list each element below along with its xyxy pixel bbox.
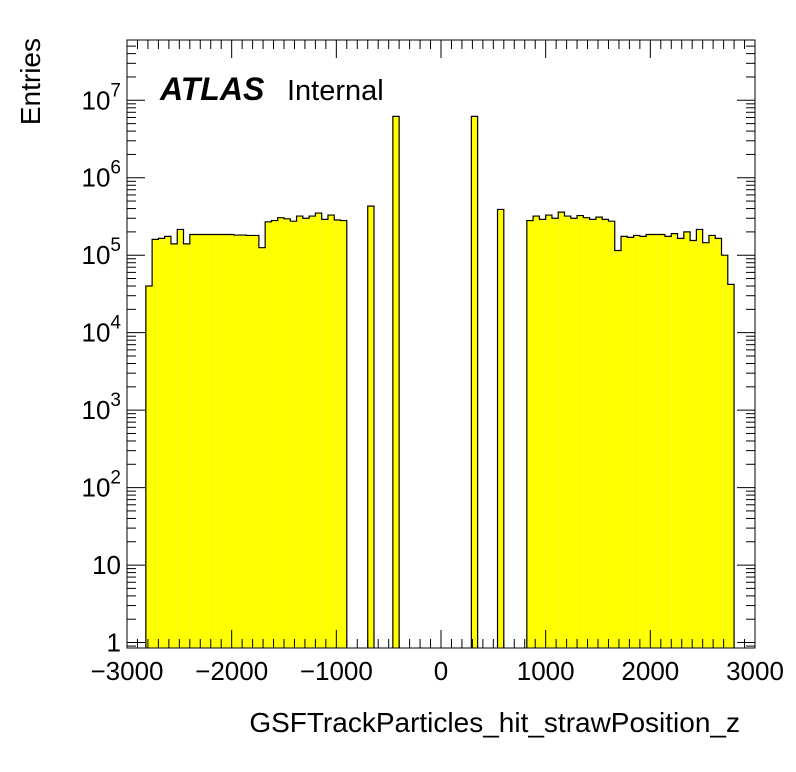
y-tick-label: 1	[107, 628, 121, 658]
histogram-bar-14	[233, 235, 241, 649]
plot-frame	[126, 39, 756, 649]
x-tick-label: 2000	[621, 656, 679, 686]
histogram-bar-18	[258, 247, 266, 648]
x-tick-label: −1000	[300, 656, 373, 686]
histogram-bar-55	[646, 234, 653, 648]
histogram-bar-40	[551, 218, 559, 648]
histogram-bar-38	[539, 219, 546, 648]
histogram-bar-6	[183, 243, 190, 649]
histogram-bar-12	[221, 234, 228, 648]
histogram-bar-68	[727, 284, 735, 648]
histogram-bar-54	[639, 236, 647, 648]
histogram-bar-7	[189, 234, 197, 648]
histogram-bar-1	[152, 239, 159, 648]
histogram-bar-52	[627, 237, 634, 648]
histogram-bar-61	[683, 231, 691, 648]
histogram-bar-5	[177, 229, 184, 649]
internal-label: Internal	[287, 75, 384, 107]
histogram-bar-25	[302, 218, 310, 648]
x-tick-label: 3000	[726, 656, 784, 686]
histogram-bar-16	[246, 235, 253, 648]
histogram-bar-21	[277, 217, 284, 648]
histogram-bar-49	[608, 221, 615, 648]
histogram-bar-10	[208, 234, 215, 648]
histogram-bar-57	[658, 234, 665, 648]
histogram-bar-64	[702, 242, 709, 648]
histogram-bar-50	[614, 250, 622, 648]
histogram-bar-62	[690, 240, 697, 648]
histogram-bar-44	[577, 215, 584, 648]
y-tick-label: 102	[82, 468, 122, 503]
histogram-bar-59	[671, 233, 678, 649]
histogram-bar-67	[721, 255, 728, 649]
histogram-bar-27	[315, 213, 322, 648]
histogram-bar-0	[145, 286, 153, 648]
histogram-bar-36	[526, 220, 534, 649]
histogram-outline	[145, 115, 735, 648]
histogram-bar-43	[570, 218, 578, 648]
histogram-bar-19	[265, 221, 272, 648]
histogram-bar-20	[271, 220, 278, 649]
y-tick-label: 107	[82, 80, 122, 115]
x-tick-label: 1000	[517, 656, 575, 686]
histogram-bar-13	[227, 234, 234, 648]
x-tick-label: −2000	[195, 656, 268, 686]
histogram-bar-31	[340, 220, 347, 649]
histogram-bar-46	[589, 219, 596, 648]
histogram-bar-47	[595, 217, 603, 648]
x-tick-label: −3000	[90, 656, 163, 686]
x-tick-label: 0	[434, 656, 448, 686]
histogram-bar-51	[621, 236, 628, 648]
histogram-bar-17	[252, 235, 259, 648]
histogram-bar-35	[497, 209, 504, 648]
histogram-bar-42	[564, 216, 571, 648]
y-tick-labels: 1 10 102 103 104 105 106 107	[82, 80, 122, 657]
histogram-bar-29	[327, 215, 335, 648]
histogram-bar-8	[196, 234, 203, 648]
histogram-bar-9	[202, 234, 209, 648]
y-tick-label: 105	[82, 235, 122, 270]
y-tick-label: 10	[92, 550, 121, 580]
histogram-bar-23	[290, 221, 297, 648]
atlas-label: ATLAS	[159, 71, 265, 107]
x-tick-labels: −3000 −2000 −1000 0 1000 2000 3000	[90, 656, 783, 686]
histogram-bar-60	[677, 238, 684, 648]
histogram-bar-34	[471, 116, 478, 648]
histogram-bar-15	[240, 235, 247, 649]
histogram-bar-30	[334, 219, 341, 649]
histogram-bar-48	[602, 219, 609, 648]
histogram-bar-65	[708, 235, 716, 648]
histogram-bar-45	[583, 217, 590, 648]
histogram-bar-22	[284, 218, 291, 648]
histogram-bar-3	[164, 236, 171, 648]
histogram-bar-39	[545, 215, 552, 648]
histogram-bar-58	[664, 236, 672, 648]
y-axis-title: Entries	[15, 38, 46, 125]
y-tick-label: 103	[82, 390, 122, 425]
histogram-bar-28	[321, 219, 328, 648]
y-tick-label: 104	[82, 313, 122, 348]
histogram-bar-4	[170, 243, 178, 649]
histogram-bar-63	[696, 229, 703, 649]
histogram-bar-2	[158, 238, 165, 648]
histogram-bar-33	[392, 116, 400, 648]
histogram-bar-24	[296, 216, 303, 648]
histogram-bars	[145, 115, 735, 649]
x-axis-title: GSFTrackParticles_hit_strawPosition_z	[249, 707, 740, 738]
y-tick-label: 106	[82, 158, 122, 193]
histogram-bar-66	[715, 238, 722, 648]
histogram-bar-11	[214, 234, 222, 648]
histogram-bar-32	[367, 206, 375, 648]
histogram-bar-37	[533, 216, 540, 648]
histogram-bar-53	[633, 235, 640, 648]
histogram-bar-26	[309, 216, 316, 648]
histogram-bar-41	[558, 212, 565, 648]
histogram-bar-56	[652, 234, 659, 648]
